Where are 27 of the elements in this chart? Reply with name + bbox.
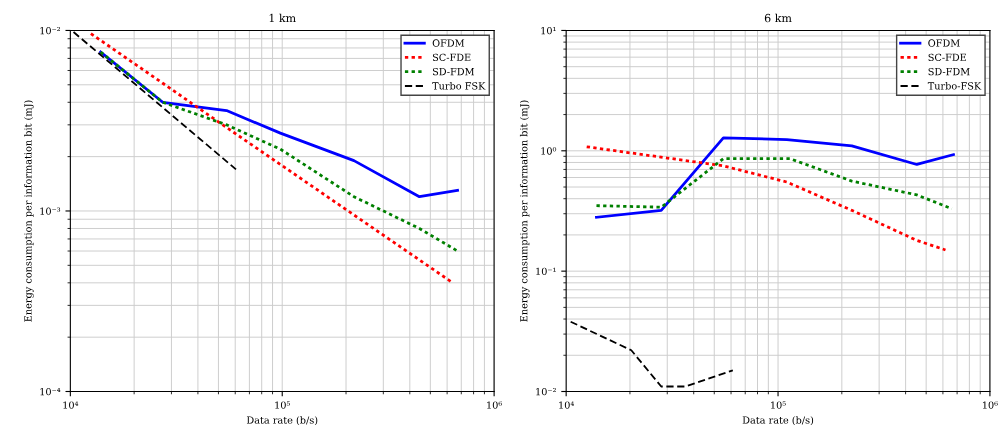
x-tick-label: 10⁶ bbox=[487, 401, 502, 409]
y-tick-label: 10⁰ bbox=[541, 147, 557, 155]
y-tick-label: 10¹ bbox=[541, 26, 556, 35]
y-tick-label: 10⁻² bbox=[536, 387, 556, 396]
legend-label: SC-FDE bbox=[928, 53, 966, 61]
legend-label: Turbo FSK bbox=[432, 82, 486, 90]
x-tick-label: 10⁵ bbox=[771, 401, 786, 409]
y-tick-label: 10⁻¹ bbox=[536, 267, 556, 275]
y-axis-title: Energy consumption per information bit (mJ) bbox=[519, 100, 530, 322]
legend-label: Turbo-FSK bbox=[927, 82, 982, 90]
legend-label: SD-FDM bbox=[432, 67, 475, 76]
y-tick-label: 10⁻³ bbox=[40, 207, 61, 215]
y-axis-title: Energy consumption per information bit (mJ) bbox=[24, 100, 34, 322]
legend-label: SC-FDE bbox=[432, 53, 471, 61]
x-tick-label: 10⁴ bbox=[63, 401, 79, 409]
x-tick-label: 10⁵ bbox=[275, 401, 290, 409]
x-axis-title: Data rate (b/s) bbox=[246, 416, 318, 426]
chart-title: 6 km bbox=[764, 13, 792, 23]
x-tick-label: 10⁴ bbox=[559, 401, 574, 409]
legend-label: OFDM bbox=[432, 39, 465, 47]
x-axis-title: Data rate (b/s) bbox=[742, 416, 814, 426]
legend-label: OFDM bbox=[928, 39, 960, 47]
y-tick-label: 10⁻⁴ bbox=[40, 387, 61, 396]
legend-label: SD-FDM bbox=[928, 67, 970, 76]
y-tick-label: 10⁻² bbox=[40, 26, 61, 35]
x-tick-label: 10⁶ bbox=[982, 401, 998, 409]
chart-title: 1 km bbox=[269, 13, 296, 23]
